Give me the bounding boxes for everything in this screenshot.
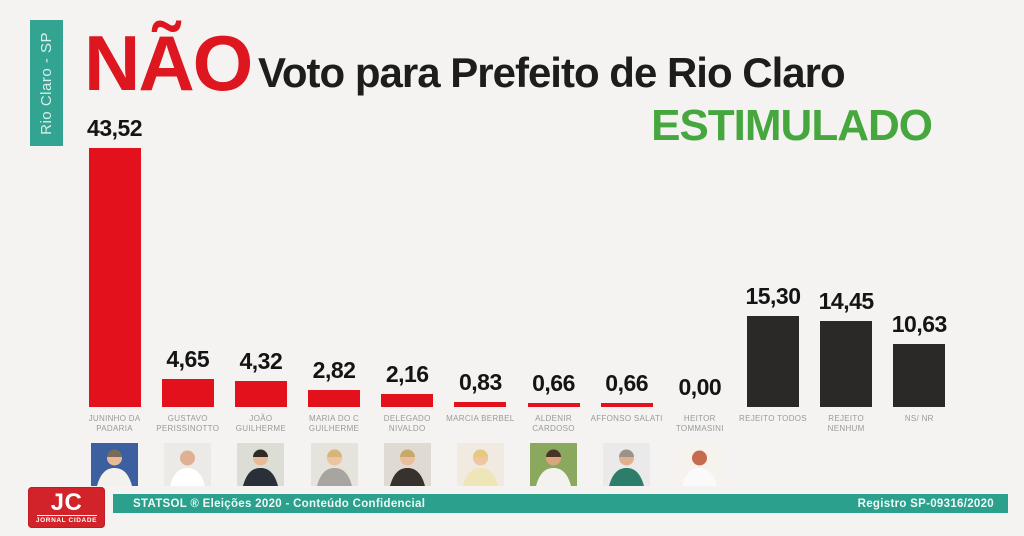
bar-zone: 14,45 (810, 140, 883, 407)
title-nao: NÃO (84, 19, 253, 107)
value-label-gustavo-perissinotto: 4,65 (166, 346, 210, 372)
region-ribbon: Rio Claro - SP (30, 20, 63, 146)
category-label-gustavo-perissinotto: GUSTAVO PERISSINOTTO (156, 414, 220, 433)
chart-column-ns-nr: 10,63 NS/ NR (883, 140, 956, 486)
candidate-photo-heitor-tommasini (676, 443, 724, 486)
chart-column-heitor-tommasini: 0,00 HEITOR TOMMASINI (663, 140, 736, 486)
page-title: Voto para Prefeito de Rio Claro (258, 49, 846, 96)
value-label-heitor-tommasini: 0,00 (678, 374, 722, 400)
chart-column-delegado-nivaldo: 2,16 DELEGADO NIVALDO (371, 140, 444, 486)
logo-initials: JC (50, 489, 83, 516)
jornal-cidade-logo: JC JORNAL CIDADE (28, 487, 105, 528)
bar-zone: 0,66 (590, 140, 663, 407)
bar-zone: 0,83 (444, 140, 517, 407)
chart-column-aldenir-cardoso: 0,66 ALDENIR CARDOSO (517, 140, 590, 486)
bar-zone: 0,66 (517, 140, 590, 407)
region-ribbon-label: Rio Claro - SP (38, 31, 55, 135)
subtitle-estimulado: ESTIMULADO (651, 101, 933, 150)
bar-zone: 0,00 (663, 140, 736, 407)
value-label-juninho-da-padaria: 43,52 (87, 115, 143, 141)
value-label-marcia-berbel: 0,83 (458, 369, 502, 395)
chart-column-affonso-salati: 0,66 AFFONSO SALATI (590, 140, 663, 486)
chart-column-rejeito-todos: 15,30 REJEITO TODOS (736, 140, 809, 486)
candidate-photo-delegado-nivaldo (383, 443, 431, 486)
candidate-photo-jo-o-guilherme (237, 443, 285, 486)
chart-column-rejeito-nenhum: 14,45 REJEITO NENHUM (810, 140, 883, 486)
candidate-photo-affonso-salati (603, 443, 651, 486)
bar-zone: 43,52 (78, 115, 151, 407)
category-label-maria-do-c-guilherme: MARIA DO C GUILHERME (308, 414, 360, 433)
value-label-jo-o-guilherme: 4,32 (239, 348, 283, 374)
value-label-affonso-salati: 0,66 (605, 370, 649, 396)
bar-delegado-nivaldo (381, 394, 434, 407)
category-label-aldenir-cardoso: ALDENIR CARDOSO (532, 414, 575, 433)
logo-divider (36, 515, 97, 516)
bar-maria-do-c-guilherme (308, 390, 361, 407)
candidate-photo-aldenir-cardoso (530, 443, 578, 486)
candidate-photo-juninho-da-padaria (91, 443, 139, 486)
bar-zone: 2,82 (297, 140, 370, 407)
bar-juninho-da-padaria (88, 148, 141, 407)
bar-rejeito-nenhum (820, 321, 873, 407)
category-label-juninho-da-padaria: JUNINHO DA PADARIA (88, 414, 141, 433)
value-label-delegado-nivaldo: 2,16 (385, 361, 429, 387)
footer-bar: STATSOL ® Eleições 2020 - Conteúdo Confi… (113, 494, 1008, 513)
category-label-jo-o-guilherme: JOÃO GUILHERME (235, 414, 287, 433)
bar-marcia-berbel (454, 402, 507, 407)
chart-column-marcia-berbel: 0,83 MARCIA BERBEL (444, 140, 517, 486)
category-label-heitor-tommasini: HEITOR TOMMASINI (675, 414, 724, 433)
category-label-marcia-berbel: MARCIA BERBEL (446, 414, 515, 423)
chart-column-juninho-da-padaria: 43,52 JUNINHO DA PADARIA (78, 115, 151, 486)
bar-gustavo-perissinotto (161, 379, 214, 407)
bar-rejeito-todos (746, 316, 799, 407)
bar-zone: 10,63 (883, 140, 956, 407)
category-label-ns-nr: NS/ NR (904, 414, 934, 423)
bar-zone: 4,32 (224, 140, 297, 407)
chart-column-jo-o-guilherme: 4,32 JOÃO GUILHERME (224, 140, 297, 486)
bar-ns-nr (893, 344, 946, 407)
candidate-photo-marcia-berbel (456, 443, 504, 486)
bar-affonso-salati (600, 403, 653, 407)
bar-jo-o-guilherme (234, 381, 287, 407)
chart-column-gustavo-perissinotto: 4,65 GUSTAVO PERISSINOTTO (151, 140, 224, 486)
category-label-delegado-nivaldo: DELEGADO NIVALDO (383, 414, 431, 433)
category-label-rejeito-todos: REJEITO TODOS (739, 414, 807, 423)
bar-aldenir-cardoso (527, 403, 580, 407)
bar-zone: 15,30 (736, 140, 809, 407)
value-label-maria-do-c-guilherme: 2,82 (312, 357, 356, 383)
candidate-photo-gustavo-perissinotto (164, 443, 212, 486)
category-label-rejeito-nenhum: REJEITO NENHUM (827, 414, 865, 433)
bar-chart: 43,52 JUNINHO DA PADARIA 4,65 GUSTAVO PERISSI… (78, 115, 956, 486)
value-label-rejeito-todos: 15,30 (745, 283, 801, 309)
footer-registry-text: Registro SP-09316/2020 (857, 497, 994, 510)
category-label-affonso-salati: AFFONSO SALATI (590, 414, 663, 423)
value-label-rejeito-nenhum: 14,45 (818, 288, 875, 314)
logo-name: JORNAL CIDADE (35, 517, 98, 524)
bar-zone: 2,16 (371, 140, 444, 407)
candidate-photo-maria-do-c-guilherme (310, 443, 358, 486)
chart-column-maria-do-c-guilherme: 2,82 MARIA DO C GUILHERME (297, 140, 370, 486)
bar-zone: 4,65 (151, 140, 224, 407)
footer-confidential-text: STATSOL ® Eleições 2020 - Conteúdo Confi… (133, 497, 426, 510)
value-label-aldenir-cardoso: 0,66 (532, 370, 575, 396)
value-label-ns-nr: 10,63 (891, 311, 948, 337)
